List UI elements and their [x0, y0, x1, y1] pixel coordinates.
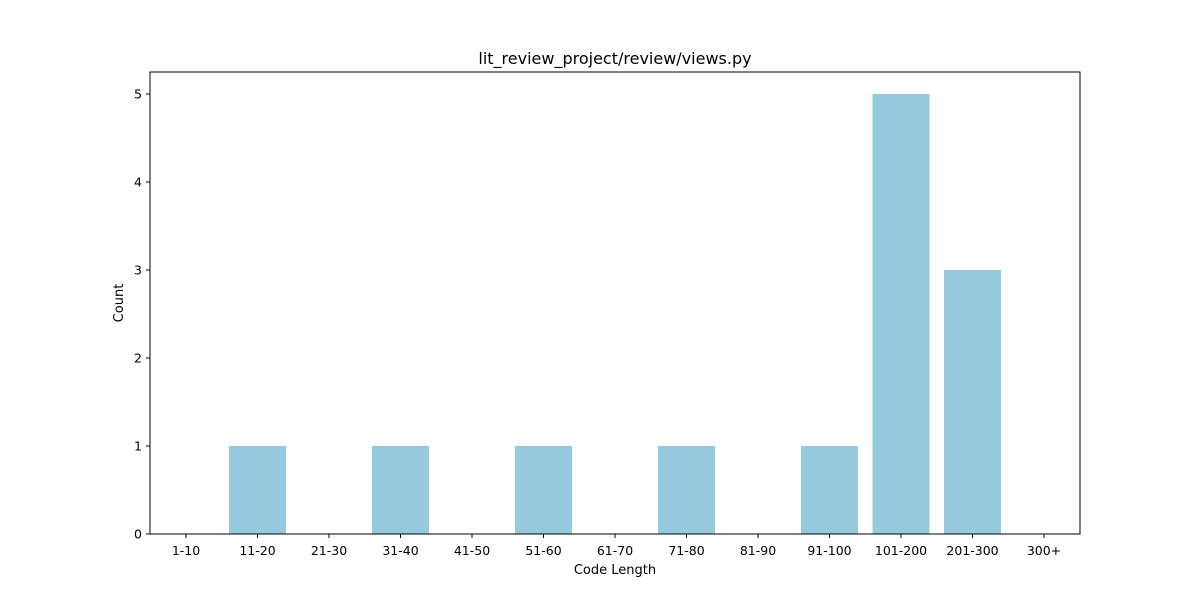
y-tick-label: 1: [134, 439, 142, 454]
y-axis-label: Count: [112, 284, 127, 323]
x-axis-ticks: 1-10 11-20 21-30 31-40 41-50 51-60 61-70 71-80 8…: [172, 534, 1061, 558]
x-tick-label: 1-10: [172, 543, 200, 558]
chart-title: lit_review_project/review/views.py: [478, 49, 751, 69]
y-tick-label: 3: [134, 263, 142, 278]
x-tick-label: 81-90: [740, 543, 776, 558]
bar-201-300: [944, 270, 1001, 534]
x-tick-label: 31-40: [382, 543, 418, 558]
x-tick-label: 11-20: [239, 543, 275, 558]
y-tick-label: 4: [134, 175, 142, 190]
bar-51-60: [515, 446, 572, 534]
x-tick-label: 21-30: [311, 543, 347, 558]
bars-layer: [229, 94, 1001, 534]
y-tick-label: 5: [134, 87, 142, 102]
y-tick-label: 0: [134, 527, 142, 542]
x-axis-label: Code Length: [574, 563, 656, 578]
x-tick-label: 101-200: [875, 543, 927, 558]
y-tick-label: 2: [134, 351, 142, 366]
x-tick-label: 300+: [1027, 543, 1061, 558]
bar-91-100: [801, 446, 858, 534]
bar-101-200: [872, 94, 930, 534]
bar-11-20: [229, 446, 286, 534]
bar-71-80: [658, 446, 715, 534]
y-axis-ticks: 0 1 2 3 4 5: [134, 87, 150, 542]
x-tick-label: 51-60: [525, 543, 561, 558]
x-tick-label: 201-300: [946, 543, 998, 558]
x-tick-label: 91-100: [807, 543, 851, 558]
plot-frame: [149, 71, 1081, 535]
x-tick-label: 61-70: [597, 543, 633, 558]
x-tick-label: 71-80: [668, 543, 704, 558]
bar-31-40: [372, 446, 429, 534]
x-tick-label: 41-50: [454, 543, 490, 558]
